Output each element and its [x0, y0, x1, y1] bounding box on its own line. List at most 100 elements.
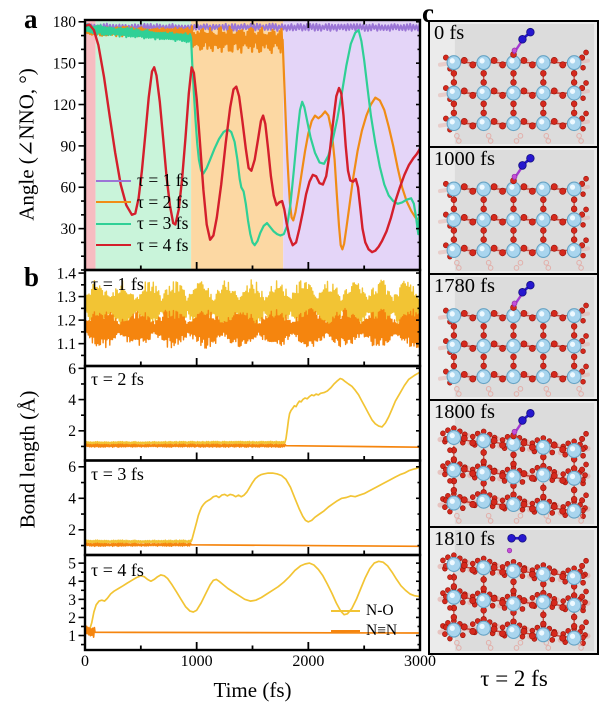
y-ticks: [78, 465, 420, 547]
oxygen-atom: [520, 340, 528, 348]
metal-atom-highlight: [569, 473, 576, 480]
oxygen-atom: [490, 87, 498, 95]
panel-a-letter: a: [24, 4, 38, 34]
oxygen-atom: [529, 344, 536, 352]
oxygen-atom: [480, 196, 487, 204]
oxygen-atom: [480, 236, 487, 243]
oxygen-atom: [499, 472, 506, 480]
y-tick-label: 1: [68, 628, 76, 645]
oxygen-atom: [570, 205, 578, 213]
oxygen-atom: [460, 56, 468, 64]
oxygen-atom: [565, 595, 571, 601]
legend-item-tau4: τ = 4 fs: [96, 235, 188, 257]
metal-atom-highlight: [479, 119, 485, 125]
metal-atom-highlight: [509, 372, 515, 378]
oxygen-atom: [583, 588, 589, 595]
ghost-atom: [545, 265, 552, 271]
oxygen-atom: [445, 427, 451, 434]
metal-atom-highlight: [479, 215, 485, 221]
snapshot-time-label: 1000 fs: [434, 148, 495, 170]
ghost-atom: [454, 259, 460, 266]
ghost-atom: [545, 645, 552, 651]
oxygen-atom: [490, 117, 498, 125]
oxygen-atom: [469, 61, 477, 69]
metal-atom-highlight: [509, 626, 515, 633]
metal-atom-highlight: [509, 566, 515, 572]
y-tick-label: 180: [53, 14, 77, 31]
panel-b-legend: N-O N≡N: [331, 601, 397, 641]
x-ticks: [84, 642, 421, 650]
oxygen-atom: [499, 187, 506, 195]
oxygen-atom: [559, 61, 567, 69]
metal-atom-highlight: [509, 499, 515, 506]
nitrogen-atom: [518, 416, 527, 425]
y-tick-label: 120: [53, 97, 77, 114]
oxygen-atom: [480, 479, 487, 487]
legend-label-tau2: τ = 2 fs: [137, 191, 189, 212]
y-tick-label: 150: [53, 56, 77, 73]
oxygen-atom: [540, 611, 547, 619]
series-group: [85, 371, 420, 449]
snapshot-1800fs: 1800 fs: [428, 399, 599, 528]
metal-atom-highlight: [569, 506, 576, 512]
oxygen-atom: [583, 206, 589, 213]
oxygen-atom: [529, 632, 536, 640]
bond-atom: [511, 173, 518, 180]
metal-atom-highlight: [569, 58, 576, 64]
oxygen-atom: [570, 353, 578, 361]
panel-c-letter: c: [422, 0, 434, 28]
ghost-atom: [456, 391, 462, 397]
oxygen-atom: [443, 368, 449, 375]
oxygen-atom: [460, 632, 466, 639]
oxygen-atom: [519, 479, 526, 485]
oxygen-atom: [510, 578, 517, 586]
ghost-atom: [485, 385, 492, 392]
nitrogen-atom: [526, 153, 535, 163]
oxygen-atom: [499, 599, 506, 607]
oxygen-atom: [490, 340, 498, 348]
metal-atom-highlight: [479, 88, 485, 94]
oxygen-atom: [504, 494, 511, 501]
oxygen-atom: [570, 236, 578, 243]
oxygen-atom: [529, 570, 536, 578]
oxygen-atom: [559, 634, 567, 642]
metal-atom-highlight: [449, 184, 455, 190]
oxygen-atom: [447, 478, 453, 484]
oxygen-atom: [443, 85, 449, 92]
oxygen-atom: [450, 583, 458, 590]
oxygen-atom: [583, 237, 589, 244]
oxygen-atom: [583, 110, 589, 117]
oxygen-atom: [490, 244, 498, 252]
x-tick-label: 0: [81, 653, 89, 670]
oxygen-atom: [559, 344, 567, 352]
metal-atom-highlight: [449, 625, 455, 631]
metal-atom-highlight: [569, 446, 576, 452]
oxygen-atom: [499, 375, 506, 383]
oxygen-atom: [510, 227, 517, 234]
ghost-atom: [513, 265, 520, 271]
ghost-atom: [513, 391, 520, 397]
oxygen-atom: [583, 49, 589, 56]
oxygen-atom: [570, 495, 578, 503]
oxygen-atom: [570, 323, 578, 330]
oxygen-atom: [499, 61, 506, 69]
metal-atom-highlight: [539, 442, 545, 449]
ghost-atom: [545, 518, 552, 524]
oxygen-atom: [570, 592, 578, 599]
oxygen-atom: [540, 580, 547, 588]
tau2-line-swatch: [96, 201, 131, 204]
oxygen-atom: [520, 439, 528, 447]
oxygen-atom: [460, 472, 466, 479]
metal-atom-highlight: [539, 88, 545, 94]
oxygen-atom: [450, 70, 458, 77]
legend-item-no: N-O: [331, 601, 397, 621]
oxygen-atom: [450, 109, 458, 117]
curve--4-fs: [85, 23, 420, 254]
oxygen-atom: [520, 87, 528, 95]
oxygen-atom: [570, 196, 578, 204]
oxygen-atom: [559, 218, 567, 226]
oxygen-atom: [510, 196, 517, 204]
oxygen-atom: [460, 340, 468, 348]
